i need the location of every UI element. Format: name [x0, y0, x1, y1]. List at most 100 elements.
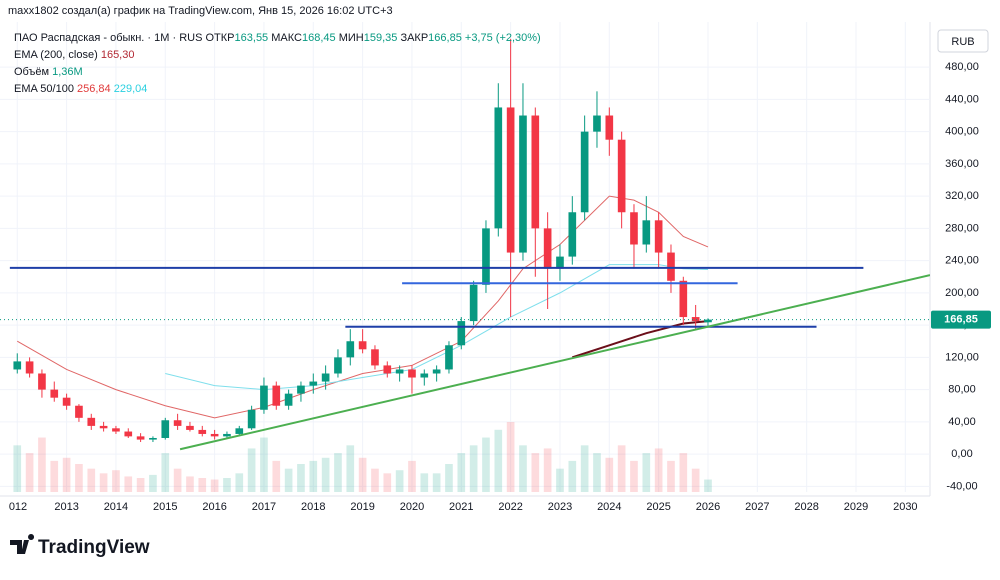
candle-body	[235, 428, 244, 434]
candle-body	[173, 420, 182, 426]
volume-bar	[198, 478, 207, 492]
volume-bar	[50, 460, 59, 492]
y-tick-label: 240,00	[945, 255, 979, 267]
y-tick-label: 320,00	[945, 190, 979, 202]
volume-bar	[482, 437, 490, 492]
volume-bar	[124, 476, 133, 492]
candle-body	[38, 373, 46, 390]
candle-body	[691, 317, 700, 322]
volume-bar	[445, 464, 453, 492]
x-tick-label: 2027	[745, 501, 769, 513]
candle-body	[87, 417, 96, 426]
candle-body	[519, 115, 527, 253]
volume-bar	[247, 448, 256, 492]
volume-bar	[494, 429, 503, 492]
value: 1,36M	[52, 66, 83, 78]
candle-body	[13, 361, 22, 370]
y-tick-label: 280,00	[945, 222, 979, 234]
volume-bar	[556, 468, 564, 492]
ema-line	[17, 195, 709, 419]
volume-bar	[309, 460, 318, 492]
candle-body	[321, 373, 330, 382]
volume-bar	[75, 464, 83, 492]
volume-bar	[420, 473, 429, 492]
candle-body	[383, 365, 392, 374]
x-tick-label: 2019	[350, 501, 374, 513]
volume-bar	[38, 437, 46, 492]
value: 256,84	[77, 83, 111, 95]
volume-bar	[272, 460, 281, 492]
x-tick-label: 2026	[696, 501, 720, 513]
legend-ema: EMA 50/100 256,84 229,04	[14, 83, 147, 95]
volume-bar	[531, 453, 540, 492]
x-tick-label: 2023	[548, 501, 572, 513]
volume-bar	[432, 473, 441, 492]
candle-body	[62, 397, 71, 406]
volume-bar	[679, 453, 688, 492]
candle-body	[617, 139, 626, 213]
volume-bar	[593, 453, 601, 492]
value: 166,85	[428, 32, 462, 44]
candle-body	[223, 433, 231, 437]
candle-body	[654, 220, 663, 253]
candle-body	[371, 349, 379, 366]
x-tick-label: 2018	[301, 501, 325, 513]
volume-bar	[408, 460, 416, 492]
candle-body	[482, 228, 490, 285]
candle-body	[99, 425, 108, 429]
candle-body	[136, 436, 145, 440]
credit: maxx1802 создал(а) график на TradingView…	[8, 5, 393, 17]
volume-bar	[334, 453, 342, 492]
candle-body	[297, 385, 305, 394]
legend-ema200: EMA (200, close) 165,30	[14, 49, 134, 61]
candle-body	[124, 431, 133, 437]
value: 168,45	[302, 32, 336, 44]
volume-bar	[383, 473, 392, 492]
value: 229,04	[114, 83, 148, 95]
candle-body	[149, 437, 157, 440]
candle-body	[75, 405, 83, 418]
legend: ПАО Распадская - обыкн. · 1M · RUS ОТКР1…	[14, 32, 541, 95]
x-tick-label: 2014	[104, 501, 128, 513]
x-tick-label: 2015	[153, 501, 177, 513]
value: 163,55	[235, 32, 269, 44]
volume-bar	[506, 422, 515, 492]
y-tick-label: 120,00	[945, 351, 979, 363]
legend-symbol: ПАО Распадская - обыкн. · 1M · RUS ОТКР1…	[14, 32, 541, 44]
volume-bar	[371, 468, 379, 492]
candle-body	[556, 256, 564, 269]
label: ЗАКР	[400, 32, 428, 44]
candle-body	[605, 115, 614, 140]
volume-bar	[469, 445, 478, 492]
candle-body	[457, 321, 466, 346]
candle-body	[247, 409, 256, 429]
candle-body	[186, 425, 194, 430]
volume-bar	[568, 460, 577, 492]
volume-bar	[112, 470, 120, 492]
y-tick-label: 400,00	[945, 126, 979, 138]
volume-bar	[99, 473, 108, 492]
ema-line	[571, 320, 709, 359]
x-tick-label: 2016	[202, 501, 226, 513]
y-tick-label: 80,00	[948, 384, 976, 396]
trend-line	[179, 274, 930, 451]
value: 165,30	[101, 49, 135, 61]
y-tick-label: 480,00	[945, 61, 979, 73]
volume-bar	[223, 478, 231, 492]
volume-bar	[210, 479, 219, 492]
volume-bar	[605, 457, 614, 492]
label: ОТКР	[206, 32, 235, 44]
volume-bar	[284, 468, 293, 492]
volume-bar	[149, 474, 157, 492]
candle-body	[531, 115, 540, 229]
candle-body	[210, 433, 219, 437]
volume-bar	[87, 468, 96, 492]
label: EMA 50/100	[14, 83, 74, 95]
y-tick-label: 200,00	[945, 287, 979, 299]
candle-body	[50, 389, 59, 398]
candle-body	[334, 357, 342, 374]
candle-body	[494, 107, 503, 229]
volume-bar	[260, 437, 268, 492]
x-tick-label: 2028	[794, 501, 818, 513]
x-tick-label: 2025	[646, 501, 670, 513]
